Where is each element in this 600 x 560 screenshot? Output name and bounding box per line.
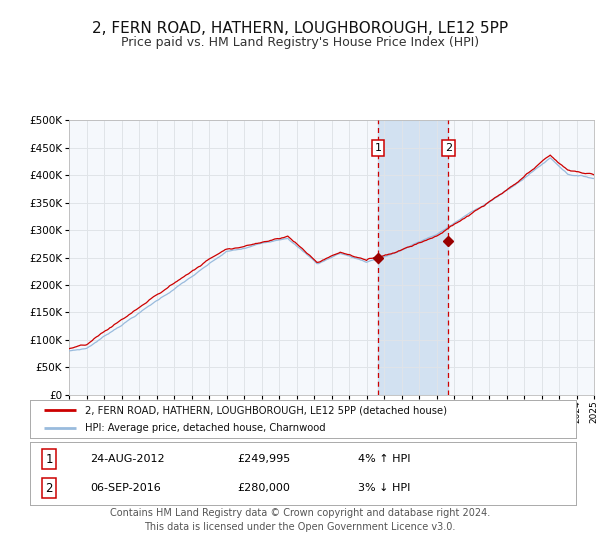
Text: 06-SEP-2016: 06-SEP-2016 [90,483,161,493]
Text: £249,995: £249,995 [238,454,291,464]
Text: 2: 2 [445,143,452,153]
Text: 2: 2 [46,482,53,494]
Bar [378,120,448,395]
Text: 1: 1 [46,453,53,466]
Text: 2, FERN ROAD, HATHERN, LOUGHBOROUGH, LE12 5PP: 2, FERN ROAD, HATHERN, LOUGHBOROUGH, LE1… [92,21,508,36]
Text: HPI: Average price, detached house, Charnwood: HPI: Average price, detached house, Char… [85,423,325,433]
Text: £280,000: £280,000 [238,483,290,493]
Text: Price paid vs. HM Land Registry's House Price Index (HPI): Price paid vs. HM Land Registry's House … [121,36,479,49]
Text: Contains HM Land Registry data © Crown copyright and database right 2024.
This d: Contains HM Land Registry data © Crown c… [110,508,490,533]
Text: 1: 1 [374,143,382,153]
Text: 2, FERN ROAD, HATHERN, LOUGHBOROUGH, LE12 5PP (detached house): 2, FERN ROAD, HATHERN, LOUGHBOROUGH, LE1… [85,405,446,415]
Text: 3% ↓ HPI: 3% ↓ HPI [358,483,410,493]
Text: 4% ↑ HPI: 4% ↑ HPI [358,454,410,464]
Text: 24-AUG-2012: 24-AUG-2012 [90,454,164,464]
